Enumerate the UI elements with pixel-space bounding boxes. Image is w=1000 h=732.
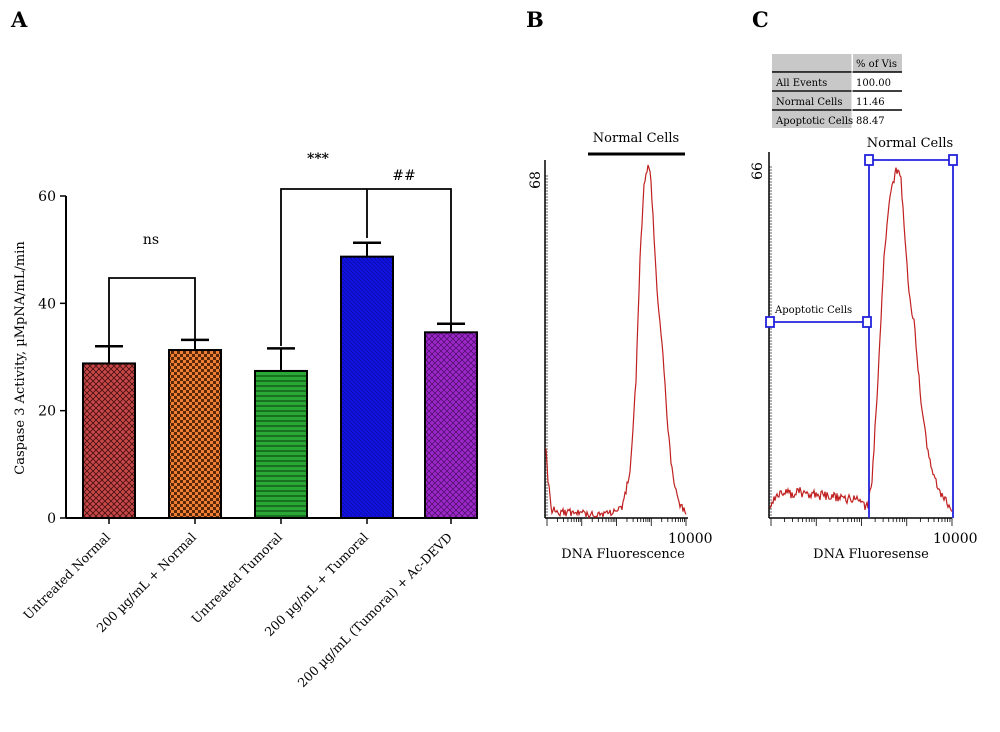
c-gate-label-normal: Normal Cells [867, 136, 953, 151]
stats-table: % of Vis All Events 100.00 Normal Cells … [772, 54, 902, 128]
histogram-c: % of Vis All Events 100.00 Normal Cells … [750, 54, 978, 562]
bar [424, 331, 478, 519]
y-tick-label: 60 [38, 189, 56, 205]
b-y-tick-label: 68 [528, 171, 544, 189]
panel-label-a: A [10, 7, 28, 32]
b-x-tick-label: 10000 [668, 531, 713, 547]
bar [254, 369, 308, 519]
table-row-label: All Events [775, 78, 827, 89]
c-x-axis-label: DNA Fluoresense [813, 547, 929, 562]
histogram-b: Normal Cells 68 10000 DNA Fluorescence [528, 131, 713, 562]
bracket-triple-star [280, 188, 452, 346]
category-label: Untreated Normal [20, 530, 113, 623]
table-row-label: Normal Cells [776, 97, 842, 108]
c-histogram-curve [769, 167, 953, 512]
b-histogram-curve [545, 164, 687, 519]
category-label: 200 µg/mL + Normal [93, 530, 199, 636]
category-label: Untreated Tumoral [188, 530, 285, 627]
bracket-ns [108, 277, 196, 348]
table-row-label: Apoptotic Cells [775, 116, 853, 127]
y-tick-label: 0 [47, 511, 56, 527]
table-row-value: 100.00 [856, 78, 891, 89]
b-gate-label: Normal Cells [593, 131, 679, 146]
panel-label-b: B [526, 7, 544, 32]
annotation-triple-star: *** [307, 151, 330, 167]
annotation-double-hash: ## [392, 168, 415, 184]
panel-label-c: C [752, 7, 769, 32]
apoptotic-cells-gate [765, 316, 872, 328]
y-tick-label: 20 [38, 404, 56, 420]
bar [82, 362, 136, 519]
annotation-ns: ns [143, 232, 159, 248]
y-axis-label: Caspase 3 Activity, µMpNA/mL/min [13, 241, 28, 475]
b-x-axis-label: DNA Fluorescence [561, 547, 685, 562]
category-label: 200 µg/mL (Tumoral) + Ac-DEVD [295, 530, 456, 691]
bar [168, 349, 222, 520]
c-x-tick-label: 10000 [933, 531, 978, 547]
y-tick-label: 40 [38, 296, 56, 312]
bar [340, 255, 394, 519]
normal-cells-gate [864, 154, 958, 518]
c-y-tick-label: 66 [750, 162, 766, 180]
c-gate-label-apoptotic: Apoptotic Cells [774, 305, 852, 316]
table-header-value: % of Vis [856, 59, 897, 70]
table-row-value: 88.47 [856, 116, 885, 127]
table-row-value: 11.46 [856, 97, 885, 108]
